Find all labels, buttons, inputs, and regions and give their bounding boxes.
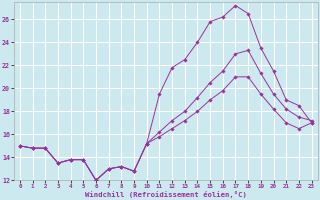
X-axis label: Windchill (Refroidissement éolien,°C): Windchill (Refroidissement éolien,°C) bbox=[85, 191, 247, 198]
